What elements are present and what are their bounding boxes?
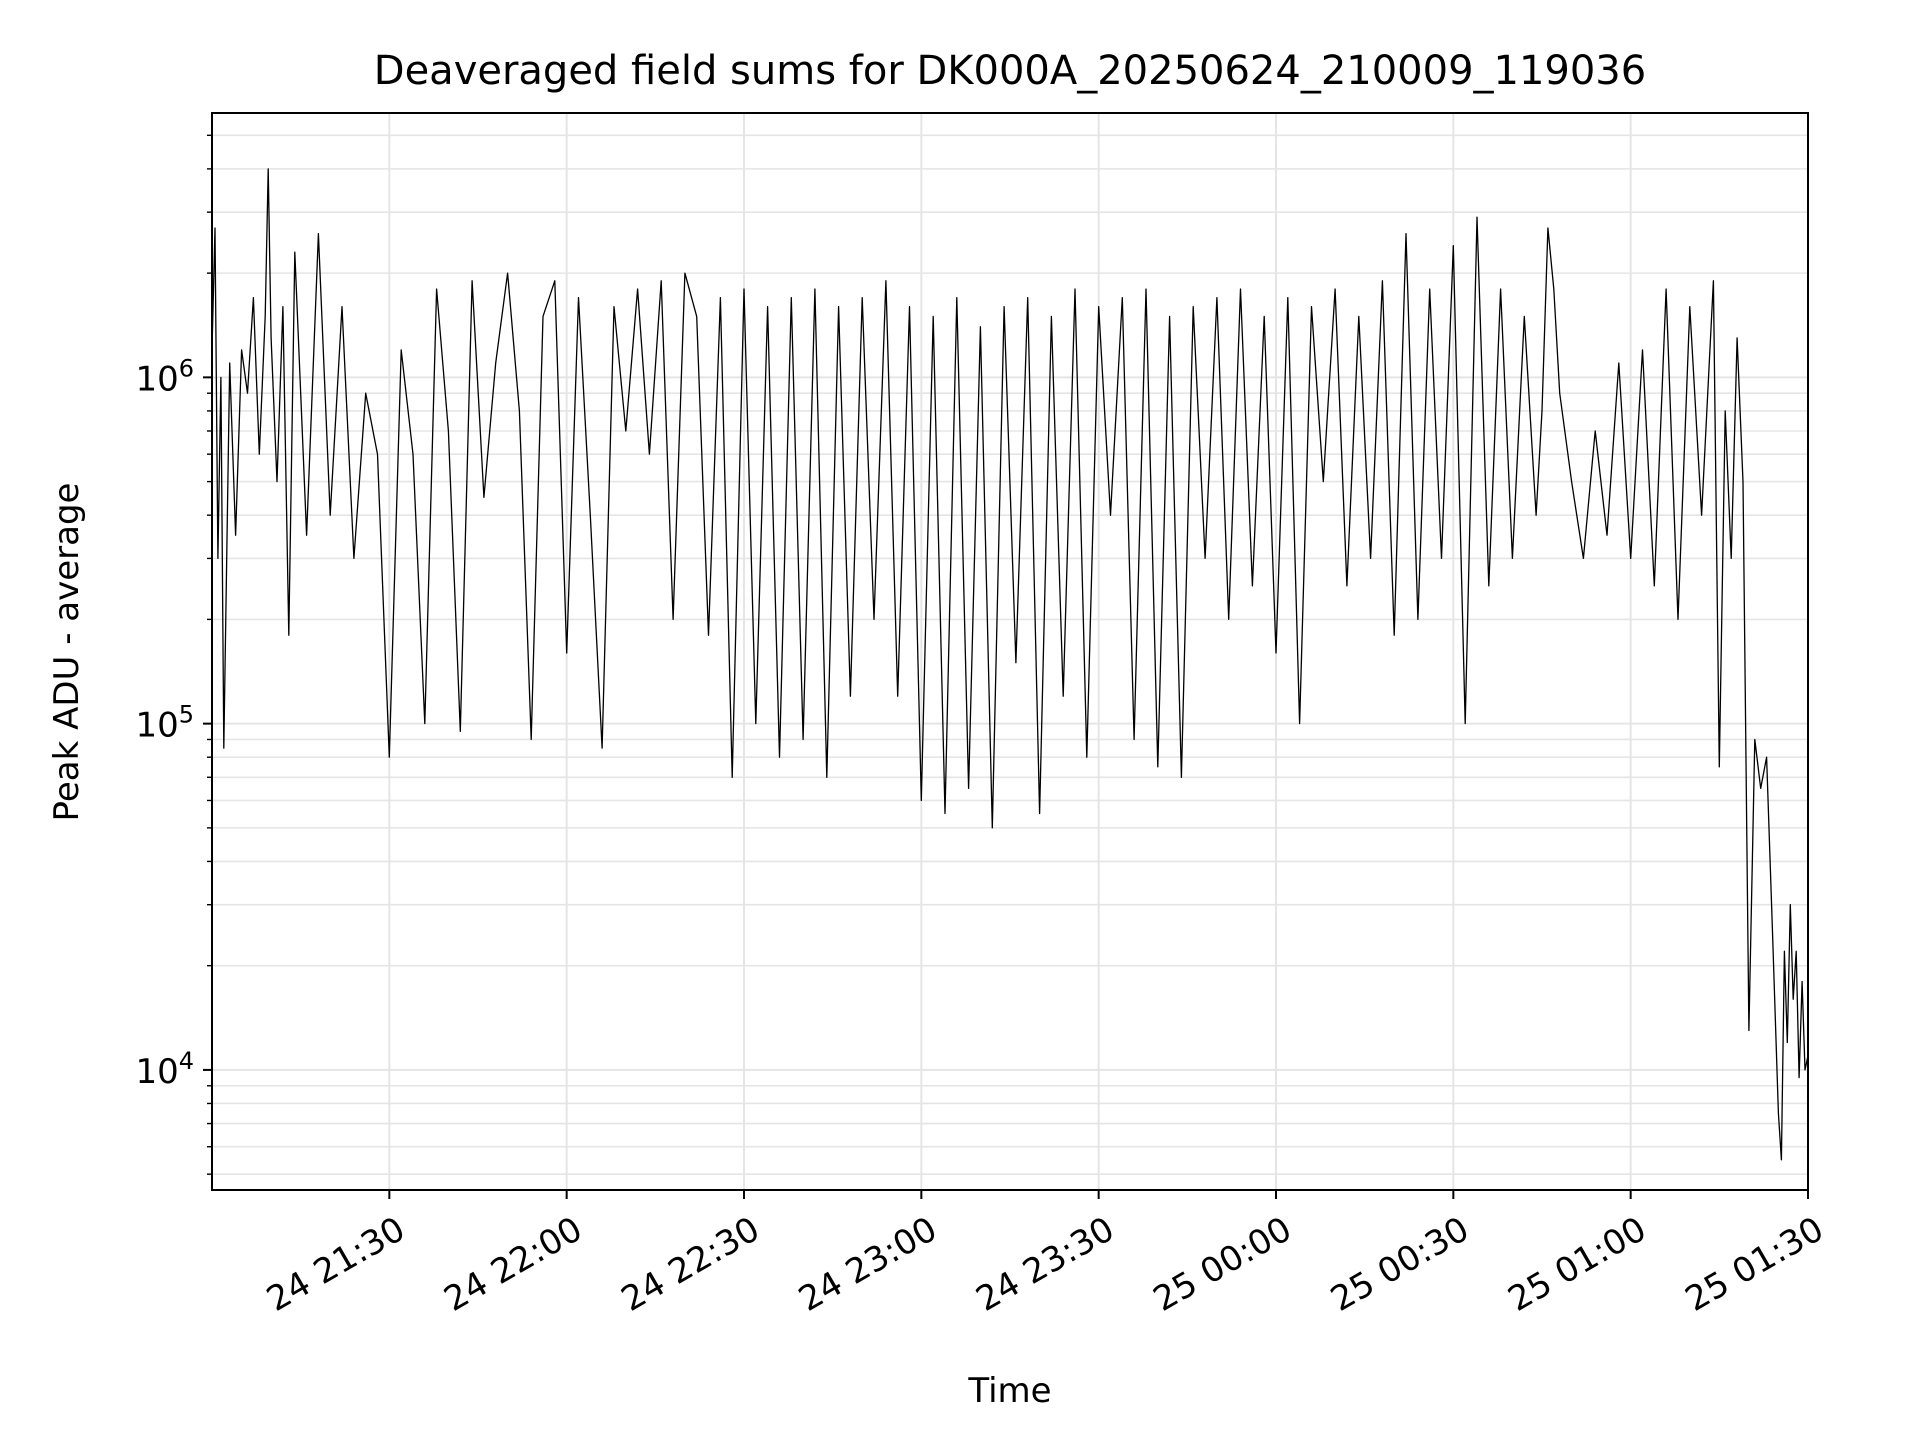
- x-axis-label: Time: [967, 1371, 1051, 1411]
- data-series-line: [211, 168, 1809, 1161]
- grid-lines: [212, 113, 1809, 1190]
- y-axis-label: Peak ADU - average: [47, 483, 87, 822]
- chart-title: Deaveraged field sums for DK000A_2025062…: [374, 48, 1646, 94]
- y-tick-label: 105: [135, 701, 194, 746]
- plot-frame: [211, 112, 1809, 1191]
- y-tick-label: 104: [135, 1047, 194, 1092]
- series-layer: [211, 168, 1809, 1161]
- y-tick-label: 106: [135, 354, 194, 399]
